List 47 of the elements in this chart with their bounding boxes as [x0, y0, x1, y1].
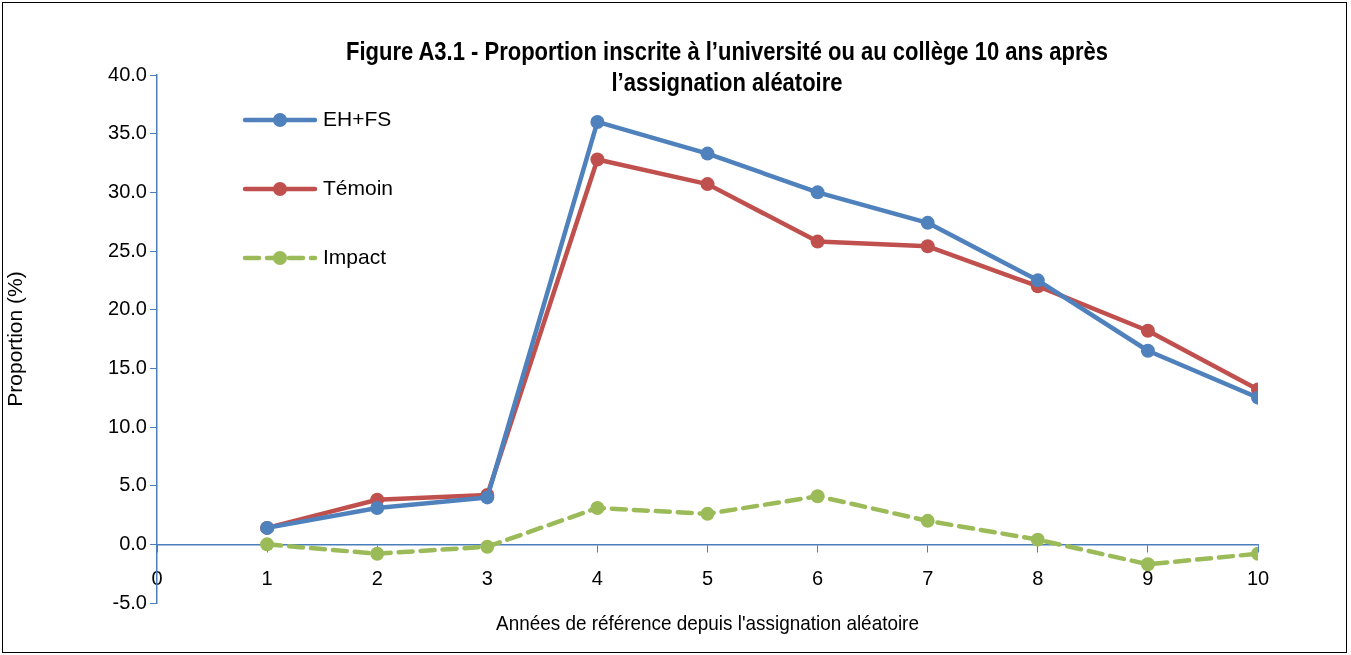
point [590, 114, 605, 129]
y-tick-label: 15.0 [108, 355, 147, 378]
point [920, 239, 935, 254]
point [810, 489, 825, 504]
legend-label: EH+FS [323, 106, 392, 130]
point [700, 177, 715, 192]
y-axis-title: Proportion (%) [3, 271, 27, 407]
chart-title: Figure A3.1 - Proportion inscrite à l’université ou au collège 10 ans après l’assignation aléatoire [344, 36, 1110, 98]
point [1030, 532, 1045, 547]
point [590, 152, 605, 167]
y-tick-label: 35.0 [108, 121, 147, 144]
point [370, 500, 385, 515]
x-tick-label: 7 [922, 566, 934, 589]
y-tick-label: 40.0 [108, 62, 147, 85]
x-tick-label: 8 [1032, 566, 1044, 589]
y-tick-label: 0.0 [119, 531, 147, 554]
y-tick-label: 25.0 [108, 238, 147, 261]
x-tick-label: 9 [1142, 566, 1154, 589]
x-tick-label: 1 [261, 566, 273, 589]
y-tick-label: 30.0 [108, 179, 147, 202]
x-axis-title: Années de référence depuis l'assignation aléatoire [495, 611, 920, 635]
point [700, 146, 715, 161]
point [1140, 557, 1155, 572]
x-tick-label: 10 [1246, 566, 1270, 589]
y-tick-label: 20.0 [108, 297, 147, 320]
x-tick-label: 5 [701, 566, 714, 589]
point [260, 537, 275, 552]
x-tick-label: 3 [481, 566, 493, 589]
x-tick-label: 2 [371, 566, 383, 589]
point [480, 539, 495, 554]
point [810, 234, 825, 249]
y-tick-label: 5.0 [119, 473, 147, 496]
y-tick-label: -5.0 [112, 590, 147, 613]
x-tick-label: 4 [591, 566, 603, 589]
point [370, 546, 385, 561]
point [700, 506, 715, 521]
point [810, 185, 825, 200]
point [1030, 273, 1045, 288]
point [590, 500, 605, 515]
point [1140, 323, 1155, 338]
point [920, 513, 935, 528]
legend-label: Témoin [323, 175, 394, 199]
legend-label: Impact [323, 244, 387, 268]
x-tick-label: 6 [812, 566, 824, 589]
point [920, 215, 935, 230]
y-tick-label: 10.0 [108, 414, 147, 437]
point [1140, 343, 1155, 358]
